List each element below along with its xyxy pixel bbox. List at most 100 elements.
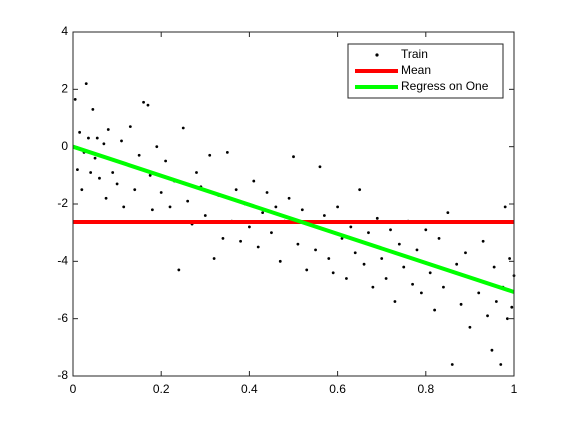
point [106, 128, 110, 131]
point [146, 103, 150, 107]
y-tick-label: -8 [57, 368, 68, 382]
legend-marker [375, 53, 379, 57]
point [115, 182, 119, 186]
point [164, 159, 168, 163]
point [78, 130, 82, 134]
line [72, 144, 515, 294]
point [89, 171, 93, 174]
point [510, 305, 514, 309]
point [494, 300, 498, 303]
y-tick-label: 2 [61, 82, 68, 96]
point [437, 237, 441, 240]
point [411, 282, 414, 286]
point [336, 205, 339, 209]
point [104, 196, 108, 200]
point [428, 271, 432, 275]
point [225, 151, 229, 154]
point [239, 239, 242, 243]
point [98, 176, 101, 180]
y-tick-label: -2 [57, 196, 68, 210]
point [492, 265, 496, 269]
x-tick-label: 0.2 [153, 382, 170, 396]
point [212, 257, 216, 260]
point [490, 348, 494, 352]
y-tick-label: 0 [61, 139, 68, 153]
point [384, 277, 388, 280]
point [331, 271, 335, 275]
point [442, 285, 445, 289]
point [274, 205, 278, 209]
point [362, 262, 366, 266]
point [450, 363, 454, 366]
point [93, 156, 97, 160]
point [446, 211, 450, 215]
x-tick-label: 0.8 [417, 382, 434, 396]
point [142, 100, 145, 104]
point [84, 82, 88, 85]
point [433, 308, 437, 312]
point [252, 179, 256, 183]
point [87, 136, 90, 140]
point [256, 245, 260, 249]
point [505, 317, 509, 321]
point [353, 251, 357, 255]
point [155, 145, 159, 149]
point [402, 265, 406, 269]
point [358, 188, 362, 192]
point [305, 268, 309, 272]
x-tick-label: 0 [70, 382, 77, 396]
point [177, 268, 181, 272]
point [300, 208, 304, 212]
y-tick-label: -6 [57, 311, 68, 325]
point [278, 259, 282, 263]
point [150, 208, 154, 212]
point [327, 257, 331, 260]
legend-label: Regress on One [401, 79, 489, 93]
x-tick-label: 0.4 [241, 382, 258, 396]
point [367, 231, 370, 235]
point [459, 302, 463, 306]
legend-label: Mean [401, 63, 431, 77]
point [186, 199, 190, 203]
point [322, 214, 326, 217]
point [137, 153, 141, 157]
legend-label: Train [401, 47, 428, 61]
point [464, 251, 467, 255]
point [203, 214, 207, 217]
point [292, 155, 295, 159]
x-tick-label: 0.6 [329, 382, 346, 396]
point [389, 228, 392, 232]
y-tick-label: 4 [61, 24, 68, 38]
point [371, 285, 375, 289]
point [133, 188, 137, 192]
x-tick-label: 1 [511, 382, 518, 396]
point [261, 211, 265, 215]
point [208, 153, 212, 157]
point [393, 300, 397, 303]
point [80, 188, 84, 192]
point [128, 125, 132, 128]
y-tick-label: -4 [57, 254, 68, 268]
point [248, 225, 251, 229]
point [148, 173, 152, 177]
point [314, 248, 317, 252]
point [159, 191, 163, 194]
point [76, 168, 79, 172]
point [120, 139, 123, 143]
point [375, 216, 379, 220]
point [455, 262, 459, 266]
point [380, 257, 384, 260]
point [424, 228, 428, 232]
point [419, 291, 423, 295]
point [181, 126, 185, 130]
point [111, 171, 115, 174]
point [486, 314, 489, 318]
point [415, 248, 419, 252]
point [318, 165, 322, 169]
point [345, 277, 348, 280]
point [91, 108, 95, 111]
point [95, 136, 99, 140]
axes-box [72, 31, 515, 377]
point [195, 171, 198, 174]
